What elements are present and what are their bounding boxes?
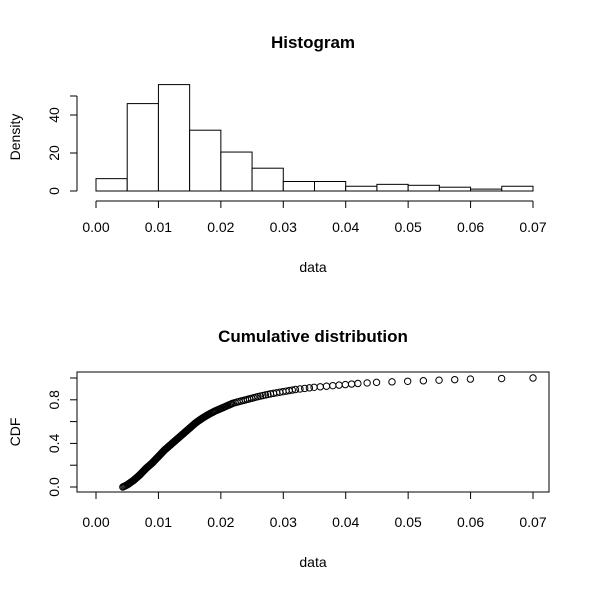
histogram-bar — [126, 103, 159, 192]
cdf-point — [388, 378, 396, 386]
cdf-x-tick-label: 0.01 — [145, 514, 172, 530]
histogram-y-tick-label: 0 — [46, 187, 62, 195]
histogram-x-axis: 0.00 0.01 0.02 0.03 0.04 0.05 0.06 0.07 — [82, 200, 547, 235]
cdf-y-tick-label: 0.4 — [46, 433, 62, 453]
histogram-bar — [189, 129, 222, 192]
cdf-point — [288, 386, 297, 394]
cdf-y-label: CDF — [7, 418, 23, 447]
cdf-point — [435, 376, 443, 384]
histogram-bar — [345, 185, 378, 192]
cdf-x-tick-label: 0.04 — [332, 514, 359, 530]
cdf-title: Cumulative distribution — [218, 327, 408, 346]
histogram-x-tick-label: 0.05 — [395, 219, 422, 235]
histogram-y-tick-label: 20 — [46, 145, 62, 161]
cdf-y-tick-label: 0.0 — [46, 477, 62, 497]
histogram-bar — [314, 181, 347, 192]
cdf-point — [497, 374, 506, 383]
cdf-point — [451, 375, 459, 384]
histogram-bar — [157, 84, 191, 192]
cdf-point — [354, 379, 362, 388]
cdf-point — [300, 384, 309, 393]
histogram-bar — [220, 151, 253, 192]
cdf-point — [363, 379, 371, 387]
cdf-point — [305, 384, 314, 392]
cdf-x-label: data — [299, 554, 326, 570]
histogram-x-label: data — [299, 259, 326, 275]
histogram-x-tick-label: 0.06 — [457, 219, 484, 235]
cdf-x-axis: 0.00 0.01 0.02 0.03 0.04 0.05 0.06 0.07 — [82, 491, 547, 530]
histogram-bar — [438, 186, 472, 192]
histogram-bar — [251, 167, 284, 192]
histogram-bar — [376, 183, 409, 192]
histogram-y-label: Density — [7, 114, 23, 161]
cdf-panel: Cumulative distribution data CDF 0.00 0.0… — [7, 327, 550, 570]
cdf-point — [419, 377, 428, 385]
cdf-x-tick-label: 0.05 — [395, 514, 422, 530]
histogram-x-tick-label: 0.02 — [207, 219, 234, 235]
cdf-point — [291, 385, 300, 394]
cdf-x-tick-label: 0.06 — [457, 514, 484, 530]
histogram-bars — [95, 84, 534, 192]
histogram-x-tick-label: 0.01 — [145, 219, 172, 235]
histogram-bar — [95, 178, 128, 192]
histogram-y-axis: 0 20 40 — [46, 95, 78, 195]
histogram-x-tick-label: 0.07 — [519, 219, 546, 235]
histogram-y-tick-label: 40 — [46, 107, 62, 123]
cdf-point — [466, 375, 475, 383]
histogram-x-tick-label: 0.00 — [82, 219, 109, 235]
cdf-point — [403, 377, 412, 385]
cdf-point — [372, 378, 381, 387]
cdf-y-axis: 0.0 0.4 0.8 — [46, 377, 77, 497]
cdf-x-tick-label: 0.07 — [519, 514, 546, 530]
histogram-x-tick-label: 0.03 — [270, 219, 297, 235]
cdf-x-tick-label: 0.03 — [270, 514, 297, 530]
cdf-x-tick-label: 0.00 — [82, 514, 109, 530]
histogram-title: Histogram — [271, 33, 355, 52]
histogram-x-tick-label: 0.04 — [332, 219, 359, 235]
cdf-point — [529, 374, 537, 382]
histogram-bar — [407, 184, 440, 192]
cdf-x-tick-label: 0.02 — [207, 514, 234, 530]
histogram-bar — [470, 188, 503, 192]
histogram-bar — [282, 181, 315, 192]
cdf-points — [119, 374, 537, 491]
cdf-y-tick-label: 0.8 — [46, 390, 62, 410]
cdf-point — [296, 385, 304, 393]
histogram-panel: Histogram data Density 0.00 0.01 0.02 0.03 0… — [7, 33, 547, 275]
histogram-bar — [501, 185, 534, 192]
